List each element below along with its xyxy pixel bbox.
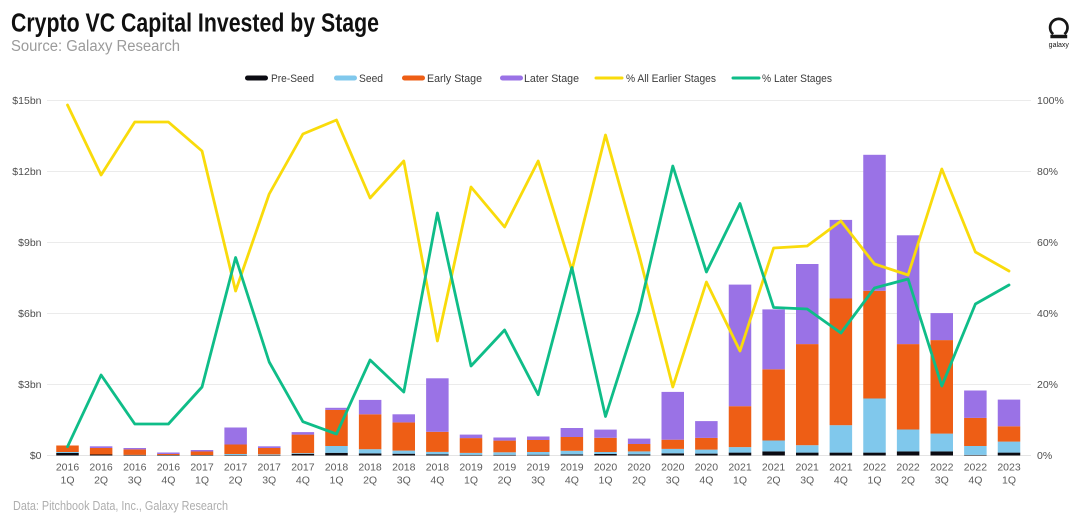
svg-text:2019: 2019 — [459, 462, 483, 474]
svg-text:2Q: 2Q — [94, 475, 108, 487]
svg-text:2020: 2020 — [661, 462, 685, 474]
svg-text:1Q: 1Q — [1002, 475, 1016, 487]
svg-text:2Q: 2Q — [632, 475, 646, 487]
svg-text:1Q: 1Q — [60, 475, 74, 487]
svg-text:2019: 2019 — [493, 462, 517, 474]
svg-text:4Q: 4Q — [161, 475, 175, 487]
svg-text:3Q: 3Q — [262, 475, 276, 487]
svg-text:$3bn: $3bn — [18, 379, 42, 391]
svg-text:2019: 2019 — [560, 462, 584, 474]
svg-text:2018: 2018 — [358, 462, 382, 474]
svg-text:4Q: 4Q — [968, 475, 982, 487]
svg-text:1Q: 1Q — [195, 475, 209, 487]
svg-text:2017: 2017 — [190, 462, 214, 474]
svg-text:% Later Stages: % Later Stages — [762, 73, 832, 85]
svg-text:$6bn: $6bn — [18, 308, 42, 320]
svg-text:1Q: 1Q — [598, 475, 612, 487]
svg-text:2021: 2021 — [728, 462, 752, 474]
svg-text:2018: 2018 — [325, 462, 349, 474]
svg-text:% All Earlier Stages: % All Earlier Stages — [626, 73, 716, 85]
svg-text:Later Stage: Later Stage — [524, 73, 579, 85]
svg-text:20%: 20% — [1037, 379, 1058, 391]
svg-text:2Q: 2Q — [498, 475, 512, 487]
svg-text:4Q: 4Q — [296, 475, 310, 487]
svg-text:2016: 2016 — [89, 462, 113, 474]
svg-text:2021: 2021 — [762, 462, 786, 474]
svg-text:4Q: 4Q — [430, 475, 444, 487]
svg-text:Data: Pitchbook Data, Inc., Ga: Data: Pitchbook Data, Inc., Galaxy Resea… — [13, 498, 228, 513]
svg-text:60%: 60% — [1037, 237, 1058, 249]
svg-text:$0: $0 — [30, 450, 42, 462]
svg-text:2020: 2020 — [695, 462, 719, 474]
svg-text:2023: 2023 — [997, 462, 1021, 474]
svg-text:2016: 2016 — [123, 462, 147, 474]
svg-text:4Q: 4Q — [699, 475, 713, 487]
svg-text:2022: 2022 — [930, 462, 954, 474]
svg-text:2018: 2018 — [392, 462, 416, 474]
svg-text:$9bn: $9bn — [18, 237, 42, 249]
svg-text:2016: 2016 — [157, 462, 181, 474]
svg-text:2Q: 2Q — [901, 475, 915, 487]
svg-text:Source: Galaxy Research: Source: Galaxy Research — [11, 38, 180, 55]
svg-text:2017: 2017 — [258, 462, 282, 474]
svg-text:1Q: 1Q — [867, 475, 881, 487]
svg-text:80%: 80% — [1037, 166, 1058, 178]
svg-text:3Q: 3Q — [397, 475, 411, 487]
svg-text:2017: 2017 — [224, 462, 248, 474]
svg-text:2021: 2021 — [796, 462, 820, 474]
svg-text:$15bn: $15bn — [12, 95, 41, 107]
svg-text:1Q: 1Q — [733, 475, 747, 487]
svg-text:Early Stage: Early Stage — [427, 73, 482, 85]
svg-text:Crypto VC Capital Invested by: Crypto VC Capital Invested by Stage — [11, 9, 379, 37]
svg-text:0%: 0% — [1037, 450, 1052, 462]
svg-text:2Q: 2Q — [363, 475, 377, 487]
svg-text:$12bn: $12bn — [12, 166, 41, 178]
svg-text:2018: 2018 — [426, 462, 450, 474]
svg-text:4Q: 4Q — [565, 475, 579, 487]
svg-text:1Q: 1Q — [464, 475, 478, 487]
svg-text:2019: 2019 — [527, 462, 551, 474]
svg-text:100%: 100% — [1037, 95, 1064, 107]
svg-text:2Q: 2Q — [229, 475, 243, 487]
svg-text:galaxy: galaxy — [1049, 42, 1070, 49]
svg-text:Pre-Seed: Pre-Seed — [271, 73, 314, 85]
svg-text:2017: 2017 — [291, 462, 315, 474]
svg-text:2Q: 2Q — [767, 475, 781, 487]
svg-text:Seed: Seed — [359, 73, 383, 85]
svg-text:4Q: 4Q — [834, 475, 848, 487]
svg-text:2020: 2020 — [594, 462, 618, 474]
svg-text:3Q: 3Q — [531, 475, 545, 487]
svg-text:2020: 2020 — [627, 462, 651, 474]
svg-text:2016: 2016 — [56, 462, 80, 474]
svg-text:3Q: 3Q — [800, 475, 814, 487]
svg-text:40%: 40% — [1037, 308, 1058, 320]
svg-text:2022: 2022 — [863, 462, 887, 474]
svg-text:2022: 2022 — [964, 462, 988, 474]
svg-text:2021: 2021 — [829, 462, 853, 474]
svg-text:1Q: 1Q — [329, 475, 343, 487]
svg-text:3Q: 3Q — [666, 475, 680, 487]
svg-text:3Q: 3Q — [128, 475, 142, 487]
svg-text:3Q: 3Q — [935, 475, 949, 487]
svg-text:2022: 2022 — [896, 462, 920, 474]
